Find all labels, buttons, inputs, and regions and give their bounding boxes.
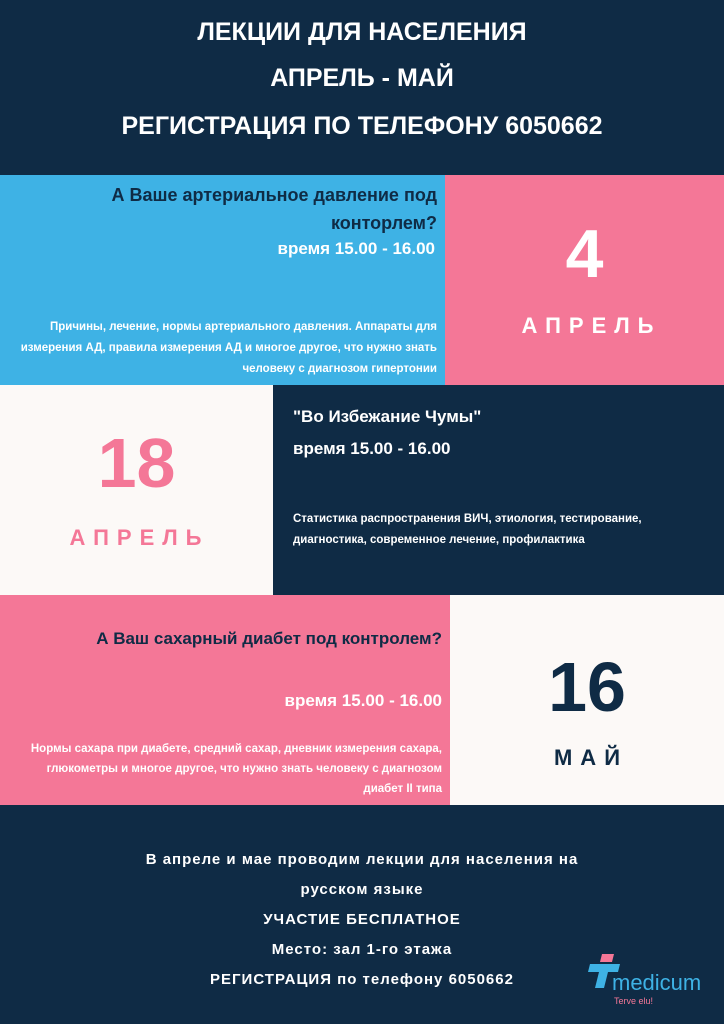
lecture-2-title: "Во Избежание Чумы" — [293, 407, 482, 426]
lecture-3-info: А Ваш сахарный диабет под контролем? вре… — [0, 595, 450, 805]
lecture-2-date: 18 АПРЕЛЬ — [0, 385, 273, 595]
header-registration: РЕГИСТРАЦИЯ ПО ТЕЛЕФОНУ 6050662 — [121, 112, 603, 140]
lecture-2-month: АПРЕЛЬ — [69, 525, 210, 550]
medical-cross-icon — [588, 954, 620, 988]
footer-line-1: В апреле и мае проводим лекции для насел… — [145, 851, 579, 868]
lecture-2-description: Статистика распространения ВИЧ, этиологи… — [293, 513, 642, 546]
lecture-3-month: МАЙ — [553, 745, 629, 770]
logo-slogan: Terve elu! — [614, 996, 654, 1006]
medicum-logo: medicum Terve elu! — [586, 950, 716, 1010]
lecture-2-time: время 15.00 - 16.00 — [293, 439, 451, 458]
lecture-3-title: А Ваш сахарный диабет под контролем? — [96, 629, 442, 648]
lecture-1-title: А Ваше артериальное давление под конторл… — [111, 185, 437, 233]
lecture-3-time: время 15.00 - 16.00 — [284, 691, 442, 710]
footer-info: В апреле и мае проводим лекции для насел… — [0, 845, 724, 995]
lecture-2-info: "Во Избежание Чумы" время 15.00 - 16.00 … — [273, 385, 724, 595]
footer-line-4: Место: зал 1-го этажа — [271, 941, 453, 958]
lecture-3-day: 16 — [548, 648, 626, 726]
lecture-3-description: Нормы сахара при диабете, средний сахар,… — [30, 743, 442, 795]
poster-header: ЛЕКЦИИ ДЛЯ НАСЕЛЕНИЯ АПРЕЛЬ - МАЙ РЕГИСТ… — [0, 0, 724, 175]
footer-line-5: РЕГИСТРАЦИЯ по телефону 6050662 — [210, 971, 514, 988]
lecture-1-month: АПРЕЛЬ — [521, 313, 662, 338]
footer-line-3: УЧАСТИЕ БЕСПЛАТНОЕ — [263, 911, 461, 928]
lecture-1-description: Причины, лечение, нормы артериального да… — [20, 321, 437, 375]
logo-name: medicum — [612, 970, 702, 995]
lecture-1-day: 4 — [565, 216, 604, 292]
lecture-1-info: А Ваше артериальное давление под конторл… — [0, 175, 445, 385]
lecture-2-day: 18 — [97, 424, 176, 502]
lecture-3-date: 16 МАЙ — [450, 595, 724, 805]
lecture-1-date: 4 АПРЕЛЬ — [445, 175, 724, 385]
header-period: АПРЕЛЬ - МАЙ — [270, 64, 454, 92]
header-title: ЛЕКЦИИ ДЛЯ НАСЕЛЕНИЯ — [197, 18, 527, 46]
lecture-1-time: время 15.00 - 16.00 — [277, 239, 435, 258]
footer-line-2: русском языке — [300, 881, 424, 898]
